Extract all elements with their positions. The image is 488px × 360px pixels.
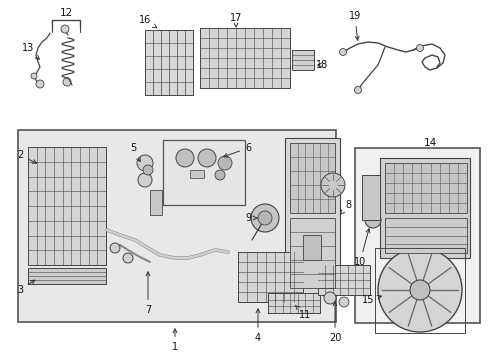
Circle shape (61, 25, 69, 33)
Text: 9: 9 (244, 213, 257, 223)
Circle shape (416, 45, 423, 51)
Bar (361, 175, 379, 220)
Circle shape (215, 170, 224, 180)
Circle shape (250, 204, 279, 232)
Bar (384, 163, 466, 213)
Circle shape (137, 155, 153, 171)
Bar (291, 50, 313, 70)
Bar (354, 148, 479, 323)
Text: 19: 19 (348, 11, 360, 40)
Bar (289, 218, 334, 288)
Text: 10: 10 (353, 229, 369, 267)
Text: 4: 4 (254, 309, 261, 343)
Bar (28, 268, 106, 284)
Text: 2: 2 (17, 150, 37, 163)
Circle shape (176, 149, 194, 167)
Circle shape (377, 248, 461, 332)
Text: 20: 20 (328, 302, 341, 343)
Text: 16: 16 (139, 15, 157, 28)
Bar (374, 248, 464, 333)
Text: 15: 15 (361, 295, 381, 305)
Text: 8: 8 (340, 200, 350, 215)
Circle shape (324, 292, 335, 304)
Text: 1: 1 (172, 329, 178, 352)
Text: 5: 5 (130, 143, 140, 162)
Text: 12: 12 (59, 8, 73, 18)
Text: 13: 13 (22, 43, 39, 59)
Bar (303, 235, 320, 260)
Circle shape (198, 149, 216, 167)
Text: 7: 7 (144, 272, 151, 315)
Bar (190, 170, 203, 178)
Circle shape (63, 78, 71, 86)
Circle shape (258, 211, 271, 225)
Circle shape (138, 173, 152, 187)
Bar (145, 30, 193, 95)
Bar (28, 147, 106, 265)
Bar (18, 130, 335, 322)
Bar (289, 143, 334, 213)
Text: 18: 18 (315, 60, 327, 70)
Bar (238, 252, 303, 302)
Circle shape (320, 173, 345, 197)
Text: 14: 14 (423, 138, 436, 148)
Text: 11: 11 (295, 305, 310, 320)
Circle shape (339, 49, 346, 55)
Bar (267, 293, 319, 313)
Circle shape (142, 165, 153, 175)
Circle shape (31, 73, 37, 79)
Bar (317, 265, 369, 295)
Bar (163, 140, 244, 205)
Text: 3: 3 (17, 280, 35, 295)
Circle shape (354, 86, 361, 94)
Bar (150, 190, 162, 215)
Circle shape (364, 212, 380, 228)
Bar (384, 218, 466, 253)
Bar (285, 138, 339, 295)
Text: 17: 17 (229, 13, 242, 27)
Bar (379, 158, 469, 258)
Circle shape (123, 253, 133, 263)
Bar (200, 28, 289, 88)
Circle shape (218, 156, 231, 170)
Circle shape (36, 80, 44, 88)
Circle shape (338, 297, 348, 307)
Circle shape (409, 280, 429, 300)
Circle shape (110, 243, 120, 253)
Text: 6: 6 (223, 143, 250, 157)
